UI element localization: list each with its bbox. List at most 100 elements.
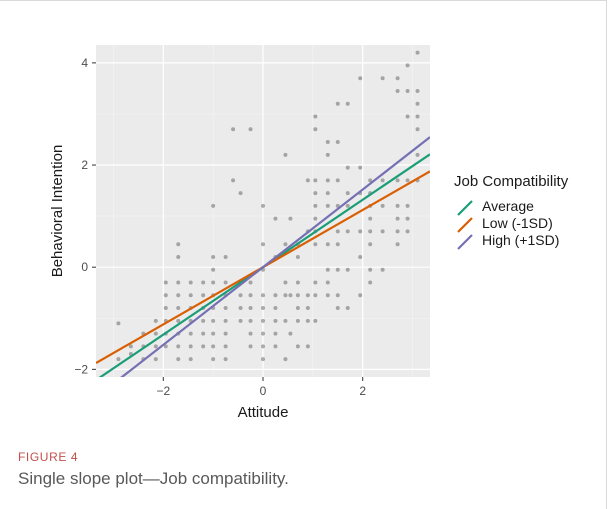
data-point xyxy=(368,280,373,285)
data-point xyxy=(335,293,340,298)
data-point xyxy=(295,293,300,298)
data-point xyxy=(176,254,181,259)
data-point xyxy=(325,267,330,272)
legend-key xyxy=(457,217,473,233)
data-point xyxy=(153,331,158,336)
data-point xyxy=(335,101,340,106)
y-tick-label: −2 xyxy=(74,362,88,376)
data-point xyxy=(176,293,181,298)
data-point xyxy=(395,178,400,183)
data-point xyxy=(163,280,168,285)
data-point xyxy=(248,306,253,311)
data-point xyxy=(248,293,253,298)
data-point xyxy=(395,216,400,221)
data-point xyxy=(211,280,216,285)
data-point xyxy=(415,127,420,132)
data-point xyxy=(358,165,363,170)
data-point xyxy=(305,344,310,349)
data-point xyxy=(201,344,206,349)
data-point xyxy=(273,293,278,298)
data-point xyxy=(223,357,228,362)
data-point xyxy=(201,331,206,336)
series-line xyxy=(120,136,430,377)
data-point xyxy=(283,318,288,323)
data-point xyxy=(335,229,340,234)
data-point xyxy=(223,344,228,349)
data-point xyxy=(295,344,300,349)
data-point xyxy=(313,114,318,119)
data-point xyxy=(283,242,288,247)
data-point xyxy=(288,216,293,221)
data-point xyxy=(405,114,410,119)
data-point xyxy=(305,293,310,298)
data-point xyxy=(231,178,236,183)
data-point xyxy=(395,242,400,247)
data-point xyxy=(335,306,340,311)
legend-key xyxy=(457,200,473,216)
data-point xyxy=(415,88,420,93)
data-point xyxy=(395,229,400,234)
data-point xyxy=(288,293,293,298)
data-point xyxy=(313,191,318,196)
data-point xyxy=(295,280,300,285)
data-point xyxy=(325,191,330,196)
data-point xyxy=(380,203,385,208)
data-point xyxy=(223,254,228,259)
legend-key xyxy=(457,234,473,250)
data-point xyxy=(211,344,216,349)
data-point xyxy=(345,101,350,106)
data-point xyxy=(163,344,168,349)
data-point xyxy=(305,306,310,311)
data-point xyxy=(335,267,340,272)
data-point xyxy=(116,357,121,362)
data-point xyxy=(223,280,228,285)
x-axis-title: Attitude xyxy=(238,404,289,421)
data-point xyxy=(405,63,410,68)
data-point xyxy=(163,293,168,298)
data-point xyxy=(325,242,330,247)
data-point xyxy=(380,229,385,234)
legend-label: Average xyxy=(482,198,534,214)
data-point xyxy=(405,88,410,93)
legend-title: Job Compatibility xyxy=(454,173,569,190)
data-point xyxy=(176,306,181,311)
legend-label: High (+1SD) xyxy=(482,232,559,248)
legend-label: Low (-1SD) xyxy=(482,215,553,231)
data-point xyxy=(313,280,318,285)
data-point xyxy=(211,203,216,208)
data-point xyxy=(176,344,181,349)
data-point xyxy=(201,280,206,285)
figure-label: FIGURE 4 xyxy=(18,450,79,464)
data-point xyxy=(313,127,318,132)
data-point xyxy=(273,344,278,349)
data-point xyxy=(261,242,265,247)
data-point xyxy=(223,318,228,323)
slope-lines xyxy=(96,136,430,377)
data-point xyxy=(395,88,400,93)
x-tick-label: 0 xyxy=(260,384,267,398)
data-point xyxy=(325,178,330,183)
data-point xyxy=(295,306,300,311)
data-point xyxy=(368,178,373,183)
x-tick-label: 2 xyxy=(359,384,366,398)
data-point xyxy=(358,254,363,259)
data-point xyxy=(248,331,253,336)
data-point xyxy=(238,306,243,311)
data-point xyxy=(188,331,193,336)
data-point xyxy=(380,267,385,272)
data-point xyxy=(415,114,420,119)
data-point xyxy=(223,331,228,336)
data-point xyxy=(358,229,363,234)
data-point xyxy=(368,242,373,247)
data-point xyxy=(325,140,330,145)
data-point xyxy=(261,331,265,336)
data-point xyxy=(238,293,243,298)
data-point xyxy=(273,318,278,323)
x-tick-label: −2 xyxy=(156,384,170,398)
data-point xyxy=(201,293,206,298)
data-point xyxy=(261,357,265,362)
data-point xyxy=(211,254,216,259)
data-point xyxy=(345,203,350,208)
data-point xyxy=(248,280,253,285)
slope-plot: −2 0 2 −2 0 2 4 Attitude Behavioral Intention Job… xyxy=(49,45,569,421)
